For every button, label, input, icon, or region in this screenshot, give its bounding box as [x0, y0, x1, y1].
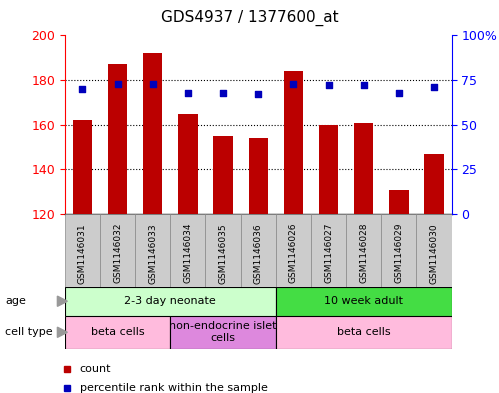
Text: beta cells: beta cells — [337, 327, 391, 337]
Bar — [73, 120, 92, 214]
Bar — [319, 125, 338, 214]
Text: GSM1146033: GSM1146033 — [148, 223, 157, 283]
Text: beta cells: beta cells — [91, 327, 144, 337]
Text: GSM1146035: GSM1146035 — [219, 223, 228, 283]
Bar — [108, 64, 127, 214]
Bar — [65, 287, 276, 316]
Text: GSM1146034: GSM1146034 — [184, 223, 193, 283]
Bar — [214, 136, 233, 214]
Text: GSM1146026: GSM1146026 — [289, 223, 298, 283]
Text: count: count — [80, 364, 111, 374]
Text: non-endocrine islet
cells: non-endocrine islet cells — [169, 321, 277, 343]
Bar — [143, 53, 163, 214]
Text: GDS4937 / 1377600_at: GDS4937 / 1377600_at — [161, 10, 338, 26]
Point — [219, 90, 227, 96]
Bar — [170, 316, 276, 349]
Bar — [135, 214, 170, 287]
Text: 10 week adult: 10 week adult — [324, 296, 403, 306]
Bar — [276, 214, 311, 287]
Bar — [284, 71, 303, 214]
Text: 2-3 day neonate: 2-3 day neonate — [124, 296, 216, 306]
Bar — [178, 114, 198, 214]
Point — [324, 82, 332, 88]
Bar — [100, 214, 135, 287]
Text: GSM1146030: GSM1146030 — [430, 223, 439, 283]
Text: GSM1146028: GSM1146028 — [359, 223, 368, 283]
Point — [360, 82, 368, 88]
Bar — [241, 214, 276, 287]
Point — [289, 81, 297, 87]
Bar — [249, 138, 268, 214]
Bar — [276, 316, 452, 349]
Bar — [424, 154, 444, 214]
Text: GSM1146031: GSM1146031 — [78, 223, 87, 283]
Text: age: age — [5, 296, 26, 306]
Bar — [354, 123, 373, 214]
Point — [149, 81, 157, 87]
Bar — [417, 214, 452, 287]
Point — [184, 90, 192, 96]
Bar — [65, 214, 100, 287]
Text: cell type: cell type — [5, 327, 52, 337]
Point — [254, 91, 262, 97]
Bar — [206, 214, 241, 287]
Bar — [65, 316, 170, 349]
Bar — [346, 214, 381, 287]
Text: GSM1146036: GSM1146036 — [253, 223, 263, 283]
Bar — [389, 189, 409, 214]
Text: percentile rank within the sample: percentile rank within the sample — [80, 383, 268, 393]
Point — [395, 90, 403, 96]
Bar — [381, 214, 417, 287]
Text: GSM1146032: GSM1146032 — [113, 223, 122, 283]
Bar — [311, 214, 346, 287]
Point — [430, 84, 438, 90]
Text: GSM1146027: GSM1146027 — [324, 223, 333, 283]
Bar — [276, 287, 452, 316]
Point — [114, 81, 122, 87]
Bar — [170, 214, 206, 287]
Text: GSM1146029: GSM1146029 — [394, 223, 403, 283]
Point — [78, 86, 86, 92]
